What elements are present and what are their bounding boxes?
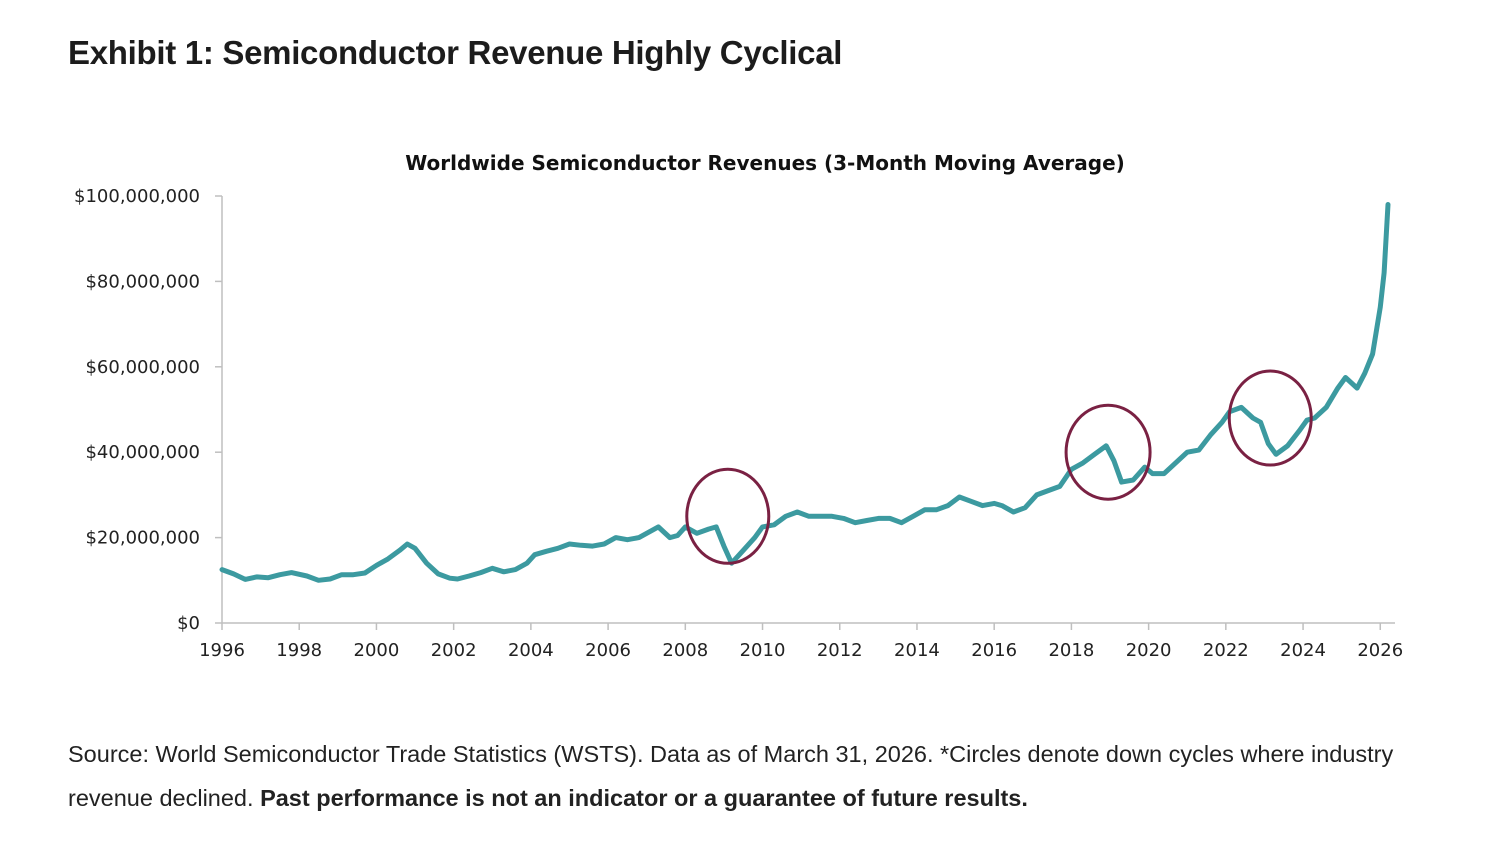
x-tick-label: 1996 bbox=[199, 640, 245, 661]
x-tick-label: 2024 bbox=[1280, 640, 1326, 661]
x-tick-label: 2004 bbox=[508, 640, 554, 661]
y-axis: $0 $20,000,000 $40,000,000 $60,000,000 $80,0… bbox=[74, 186, 223, 634]
disclaimer-text: Past performance is not an indicator or … bbox=[260, 785, 1028, 811]
x-tick-label: 2010 bbox=[740, 640, 786, 661]
revenue-series-line bbox=[219, 202, 1391, 583]
x-tick-label: 2026 bbox=[1357, 640, 1403, 661]
down-cycle-circle bbox=[1227, 369, 1313, 467]
chart: Worldwide Semiconductor Revenues (3-Mont… bbox=[0, 130, 1492, 690]
x-tick-label: 1998 bbox=[276, 640, 322, 661]
series-group bbox=[219, 202, 1391, 583]
x-tick-label: 2000 bbox=[354, 640, 400, 661]
annotation-group bbox=[685, 369, 1313, 565]
y-tick-label: $40,000,000 bbox=[85, 442, 200, 463]
y-tick-label: $0 bbox=[177, 613, 200, 634]
chart-svg: Worldwide Semiconductor Revenues (3-Mont… bbox=[74, 151, 1403, 661]
x-tick-label: 2008 bbox=[662, 640, 708, 661]
y-tick-label: $80,000,000 bbox=[85, 271, 200, 292]
x-tick-label: 2018 bbox=[1048, 640, 1094, 661]
x-tick-label: 2020 bbox=[1126, 640, 1172, 661]
x-tick-label: 2014 bbox=[894, 640, 940, 661]
x-axis: 1996 1998 2000 2002 2004 2006 2008 2010 2012 2014… bbox=[199, 622, 1403, 661]
y-tick-label: $60,000,000 bbox=[85, 357, 200, 378]
x-tick-label: 2022 bbox=[1203, 640, 1249, 661]
x-tick-label: 2002 bbox=[431, 640, 477, 661]
x-tick-label: 2016 bbox=[971, 640, 1017, 661]
source-text: Source: World Semiconductor Trade Statis… bbox=[68, 741, 1394, 811]
exhibit-title: Exhibit 1: Semiconductor Revenue Highly … bbox=[68, 34, 843, 71]
down-cycle-circle bbox=[685, 467, 771, 565]
x-tick-label: 2012 bbox=[817, 640, 863, 661]
y-tick-label: $100,000,000 bbox=[74, 186, 200, 207]
y-tick-label: $20,000,000 bbox=[85, 528, 200, 549]
x-tick-label: 2006 bbox=[585, 640, 631, 661]
chart-title: Worldwide Semiconductor Revenues (3-Mont… bbox=[405, 151, 1125, 175]
down-cycle-circle bbox=[1064, 403, 1152, 501]
source-note: Source: World Semiconductor Trade Statis… bbox=[68, 732, 1428, 820]
